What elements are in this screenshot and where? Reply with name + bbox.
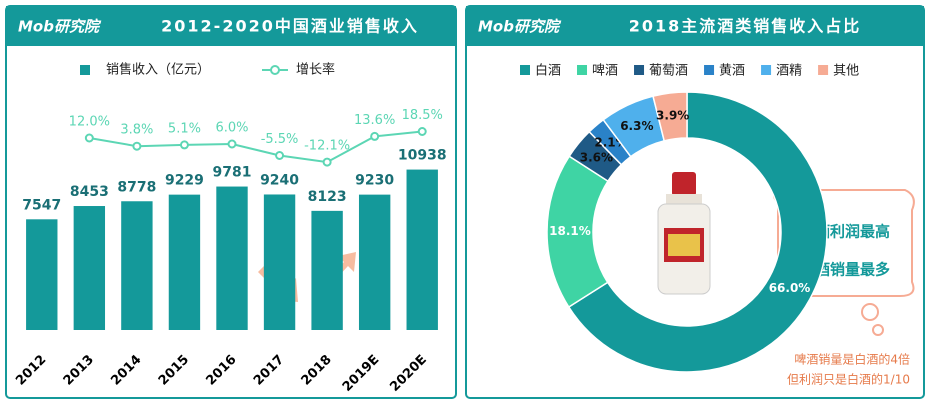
data-label: 18.1% bbox=[549, 224, 591, 238]
donut-slice bbox=[652, 91, 688, 142]
data-label: 9781 bbox=[213, 165, 252, 181]
bottle bbox=[657, 172, 711, 295]
line-marker bbox=[370, 131, 380, 141]
data-label: 3.6% bbox=[580, 150, 613, 164]
data-label: 8778 bbox=[117, 179, 156, 195]
data-label: -12.1% bbox=[304, 139, 350, 154]
data-label: 9229 bbox=[165, 173, 204, 189]
line-marker bbox=[132, 141, 142, 151]
line-marker bbox=[179, 140, 189, 150]
legend-swatch bbox=[80, 65, 90, 75]
bar bbox=[168, 194, 201, 330]
line-marker bbox=[417, 127, 427, 136]
data-label: 7547 bbox=[22, 197, 61, 213]
legend-swatch bbox=[818, 65, 829, 75]
data-label: 3.8% bbox=[120, 123, 153, 138]
line-marker bbox=[275, 151, 285, 160]
legend-marker bbox=[270, 65, 280, 75]
data-label: 6.3% bbox=[620, 119, 653, 133]
legend-swatch bbox=[704, 65, 715, 75]
data-label: 18.5% bbox=[402, 108, 443, 123]
data-label: 9240 bbox=[260, 172, 299, 188]
bar bbox=[73, 206, 106, 330]
line-marker bbox=[84, 133, 94, 143]
legend-label: 啤酒 bbox=[592, 64, 618, 79]
bubble-dot bbox=[872, 324, 884, 336]
bubble-dot bbox=[861, 303, 879, 321]
legend-swatch bbox=[577, 65, 588, 75]
annotation: 啤酒销量是白酒的4倍 bbox=[794, 352, 910, 367]
legend-label: 酒精 bbox=[776, 64, 802, 79]
data-label: 6.0% bbox=[215, 121, 248, 136]
legend-label: 黄酒 bbox=[719, 64, 745, 79]
legend-label: 销售收入（亿元） bbox=[106, 62, 210, 78]
data-label: 8123 bbox=[308, 189, 347, 205]
line bbox=[89, 130, 423, 164]
line-marker bbox=[322, 157, 332, 167]
donut-slice bbox=[567, 91, 828, 373]
bar bbox=[263, 194, 296, 330]
bar bbox=[216, 186, 248, 330]
data-label: -5.5% bbox=[261, 132, 299, 147]
data-label: 12.0% bbox=[69, 115, 110, 130]
data-label: 9230 bbox=[355, 173, 394, 189]
legend-label: 增长率 bbox=[296, 62, 335, 78]
legend-swatch bbox=[761, 65, 772, 75]
line-marker bbox=[227, 139, 237, 149]
bar bbox=[406, 169, 438, 330]
legend-label: 其他 bbox=[833, 64, 859, 79]
bar bbox=[26, 219, 58, 330]
legend-swatch bbox=[520, 65, 530, 75]
annotation: 但利润只是白酒的1/10 bbox=[787, 372, 910, 387]
bar bbox=[121, 201, 153, 330]
data-label: 66.0% bbox=[769, 281, 811, 295]
data-label: 13.6% bbox=[354, 113, 395, 128]
legend-label: 白酒 bbox=[535, 63, 561, 79]
chart-title: 2012-2020中国酒业销售收入 bbox=[161, 17, 419, 36]
right-header bbox=[466, 6, 924, 46]
logo: Mob研究院 bbox=[18, 18, 102, 36]
bar bbox=[358, 194, 391, 330]
legend-label: 葡萄酒 bbox=[649, 64, 688, 79]
legend-swatch bbox=[634, 65, 645, 75]
logo: Mob研究院 bbox=[478, 18, 562, 36]
left-header bbox=[6, 6, 456, 46]
data-label: 5.1% bbox=[168, 121, 201, 136]
chart-title: 2018主流酒类销售收入占比 bbox=[629, 17, 862, 36]
bar bbox=[311, 210, 343, 330]
data-label: 3.9% bbox=[656, 108, 689, 122]
data-label: 8453 bbox=[70, 184, 109, 200]
data-label: 10938 bbox=[398, 148, 447, 164]
